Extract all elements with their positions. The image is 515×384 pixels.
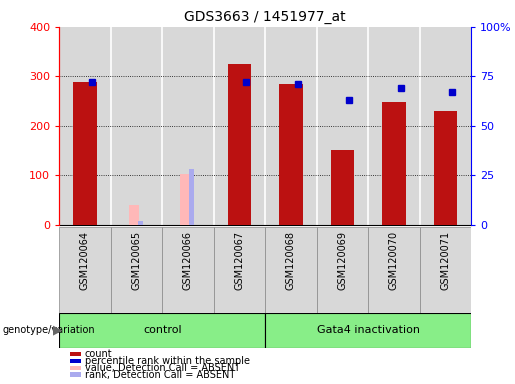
Bar [331, 151, 354, 225]
Bar [382, 102, 406, 225]
Text: GSM120064: GSM120064 [80, 231, 90, 290]
Text: GSM120068: GSM120068 [286, 231, 296, 290]
Text: GSM120067: GSM120067 [234, 231, 245, 290]
Bar [162, 227, 214, 313]
Bar [180, 174, 191, 225]
Bar [317, 227, 368, 313]
Bar [59, 27, 111, 225]
Bar [59, 227, 111, 313]
Text: rank, Detection Call = ABSENT: rank, Detection Call = ABSENT [85, 370, 235, 380]
Bar [265, 227, 317, 313]
Bar [434, 111, 457, 225]
Bar [214, 27, 265, 225]
Bar [189, 169, 194, 225]
Bar [317, 27, 368, 225]
Bar [265, 313, 471, 348]
Text: GSM120071: GSM120071 [440, 231, 451, 290]
Bar [420, 27, 471, 225]
Text: genotype/variation: genotype/variation [3, 325, 95, 335]
Bar [111, 27, 162, 225]
Text: percentile rank within the sample: percentile rank within the sample [85, 356, 250, 366]
Text: control: control [143, 325, 181, 335]
Text: value, Detection Call = ABSENT: value, Detection Call = ABSENT [85, 363, 240, 373]
Bar [59, 313, 265, 348]
Text: GSM120066: GSM120066 [183, 231, 193, 290]
Bar [368, 227, 420, 313]
Bar [73, 82, 96, 225]
Text: GSM120069: GSM120069 [337, 231, 348, 290]
Text: count: count [85, 349, 113, 359]
Text: GSM120070: GSM120070 [389, 231, 399, 290]
Text: Gata4 inactivation: Gata4 inactivation [317, 325, 420, 335]
Title: GDS3663 / 1451977_at: GDS3663 / 1451977_at [184, 10, 346, 25]
Text: GSM120065: GSM120065 [131, 231, 142, 290]
Text: ▶: ▶ [53, 324, 63, 337]
Bar [420, 227, 471, 313]
Bar [214, 227, 265, 313]
Bar [138, 221, 143, 225]
Bar [162, 27, 214, 225]
Bar [228, 64, 251, 225]
Bar [368, 27, 420, 225]
Bar [111, 227, 162, 313]
Bar [129, 205, 139, 225]
Bar [279, 84, 303, 225]
Bar [265, 27, 317, 225]
